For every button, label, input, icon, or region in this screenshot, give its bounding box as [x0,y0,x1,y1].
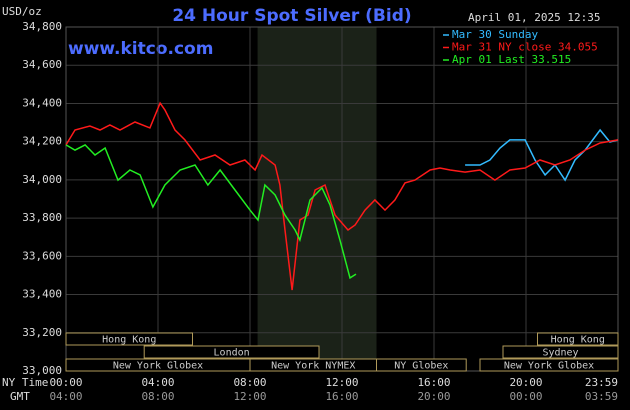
session-label: Sydney [542,348,578,359]
y-tick-label: 33,800 [22,211,62,224]
timestamp: April 01, 2025 12:35 [468,11,600,24]
x2-tick-label: 03:59 [585,390,618,403]
x2-tick-label: 16:00 [325,390,358,403]
session-bar [143,345,320,359]
session-label: NY Globex [394,361,448,372]
y-tick-label: 33,200 [22,326,62,339]
y-axis-label: USD/oz [2,5,42,18]
x-axis-label: NY Time [2,376,48,389]
y-tick-label: 34,600 [22,58,62,71]
x-tick-label: 16:00 [417,376,450,389]
x2-tick-label: 20:00 [417,390,450,403]
y-tick-label: 34,400 [22,96,62,109]
y-tick-label: 34,200 [22,135,62,148]
y-tick-label: 34,000 [22,173,62,186]
session-bar [65,332,193,346]
session-bar [479,358,619,372]
y-tick-label: 33,600 [22,249,62,262]
session-label: New York NYMEX [271,361,355,372]
x2-tick-label: 08:00 [141,390,174,403]
x-tick-label: 20:00 [509,376,542,389]
session-label: Hong Kong [551,335,605,346]
session-label: Hong Kong [102,335,156,346]
y-tick-label: 34,800 [22,20,62,33]
session-label: New York Globex [113,361,203,372]
x2-tick-label: 04:00 [49,390,82,403]
subtitle: www.kitco.com [68,39,213,59]
legend-label: Apr 01 Last 33.515 [452,53,571,66]
series-line [465,128,619,182]
session-bar [376,358,467,372]
session-label: New York Globex [504,361,594,372]
legend-label: Mar 31 NY close 34.055 [452,41,598,54]
y-tick-label: 33,400 [22,288,62,301]
session-label: London [214,348,250,359]
session-bar [502,345,619,359]
x-tick-label: 23:59 [585,376,618,389]
x2-axis-label: GMT [10,390,30,403]
session-bar [537,332,619,346]
legend-label: Mar 30 Sunday [452,28,538,41]
x-tick-label: 00:00 [49,376,82,389]
series-line [65,143,357,280]
x-tick-label: 04:00 [141,376,174,389]
chart-title: 24 Hour Spot Silver (Bid) [172,6,411,26]
x2-tick-label: 00:00 [509,390,542,403]
x2-tick-label: 12:00 [233,390,266,403]
shaded-region [257,27,377,371]
series-line [65,101,619,291]
y-tick-label: 33,000 [22,364,62,377]
x-tick-label: 12:00 [325,376,358,389]
x-tick-label: 08:00 [233,376,266,389]
